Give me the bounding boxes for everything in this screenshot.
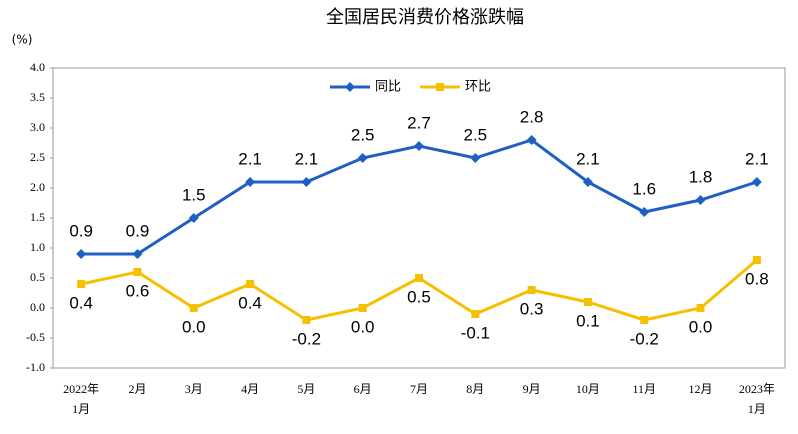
point <box>345 82 355 92</box>
x-tick-label: 11月 <box>632 382 656 396</box>
data-label: 0.6 <box>126 281 150 300</box>
y-tick-label: 4.0 <box>30 60 45 74</box>
data-label: 2.5 <box>351 125 375 144</box>
point <box>471 310 480 318</box>
x-tick-label: 2月 <box>128 382 146 396</box>
data-label: 0.1 <box>576 311 600 330</box>
point <box>436 83 444 91</box>
y-tick-label: 1.5 <box>30 210 45 224</box>
data-label: 0.4 <box>69 293 93 312</box>
legend-label: 环比 <box>465 80 491 95</box>
point <box>414 141 424 151</box>
point <box>751 177 762 187</box>
point <box>302 316 311 324</box>
data-label: 2.1 <box>295 149 319 168</box>
y-tick-label: 1.0 <box>30 240 45 254</box>
y-tick-label: 0.5 <box>30 270 45 284</box>
point <box>527 286 536 294</box>
point <box>752 256 761 264</box>
data-label: 1.6 <box>632 179 656 198</box>
x-tick-label: 6月 <box>354 382 372 396</box>
data-label: 0.4 <box>238 293 262 312</box>
data-label: -0.1 <box>461 323 490 342</box>
point <box>301 177 312 187</box>
x-tick-label: 2023年 1月 <box>739 382 775 416</box>
point <box>415 274 423 282</box>
point <box>639 207 650 217</box>
x-tick-label: 3月 <box>185 382 203 396</box>
point <box>470 153 481 163</box>
y-tick-label: 2.0 <box>30 180 45 194</box>
y-tick-label: 2.5 <box>30 150 45 164</box>
point <box>133 268 142 276</box>
point <box>77 280 86 288</box>
point <box>696 304 705 312</box>
y-tick-label: -0.5 <box>26 330 45 344</box>
data-label: 2.7 <box>407 113 431 132</box>
data-label: -0.2 <box>630 329 659 348</box>
y-tick-label: 0.0 <box>30 300 45 314</box>
y-tick-label: -1.0 <box>26 360 45 374</box>
data-label: 0.0 <box>182 317 206 336</box>
x-tick-label: 10月 <box>576 382 600 396</box>
data-label: 0.5 <box>407 287 431 306</box>
point <box>132 249 143 259</box>
data-label: 0.0 <box>351 317 375 336</box>
y-tick-label: 3.5 <box>30 90 45 104</box>
data-label: 0.0 <box>689 317 713 336</box>
data-label: -0.2 <box>292 329 321 348</box>
data-label: 2.1 <box>745 149 769 168</box>
x-tick-label: 9月 <box>523 382 541 396</box>
data-label: 2.1 <box>576 149 600 168</box>
point <box>640 316 649 324</box>
data-label: 0.8 <box>745 269 769 288</box>
point <box>695 195 706 205</box>
point <box>526 135 537 145</box>
x-tick-label: 7月 <box>410 382 428 396</box>
data-label: 0.3 <box>520 299 544 318</box>
point <box>188 213 199 223</box>
data-label: 0.9 <box>126 221 150 240</box>
point <box>358 304 367 312</box>
point <box>76 249 87 259</box>
y-tick-label: 3.0 <box>30 120 45 134</box>
data-label: 2.8 <box>520 107 544 126</box>
point <box>357 153 368 163</box>
x-tick-label: 4月 <box>241 382 259 396</box>
chart-title: 全国居民消费价格涨跌幅 <box>326 7 524 28</box>
data-label: 2.5 <box>463 125 487 144</box>
x-tick-label: 2022年 1月 <box>63 382 99 416</box>
point <box>245 177 256 187</box>
point <box>583 298 592 306</box>
data-label: 1.5 <box>182 185 206 204</box>
y-unit: (%) <box>12 33 33 47</box>
data-label: 0.9 <box>69 221 93 240</box>
point <box>246 280 255 288</box>
x-tick-label: 8月 <box>466 382 484 396</box>
x-tick-label: 5月 <box>297 382 315 396</box>
data-label: 2.1 <box>238 149 262 168</box>
point <box>582 177 593 187</box>
x-tick-label: 12月 <box>689 382 713 396</box>
point <box>189 304 198 312</box>
data-label: 1.8 <box>689 167 713 186</box>
legend-label: 同比 <box>375 80 401 95</box>
